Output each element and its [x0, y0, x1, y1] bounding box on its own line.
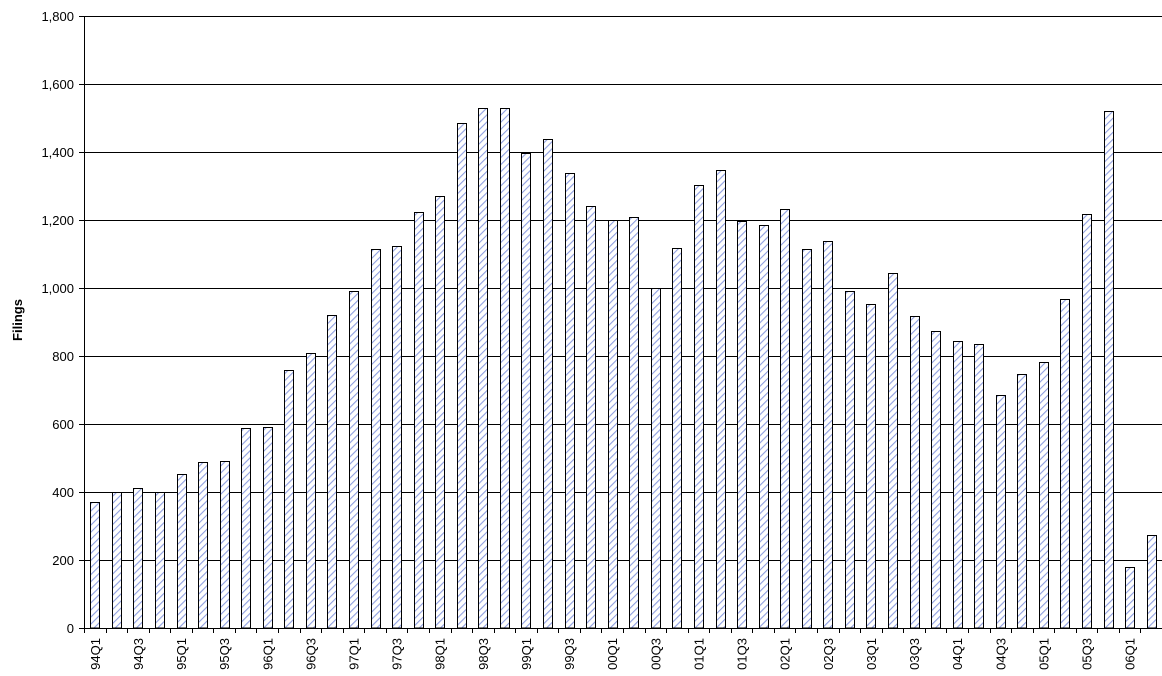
bar [953, 341, 963, 629]
y-tick-label: 1,800 [41, 9, 74, 24]
bar [284, 370, 294, 629]
bar [457, 123, 467, 629]
bar [112, 492, 122, 629]
bar [371, 249, 381, 629]
bar [1017, 374, 1027, 629]
bar [759, 225, 769, 629]
y-tick-label: 1,000 [41, 281, 74, 296]
x-tick-label: 05Q1 [1036, 638, 1051, 670]
bar [716, 170, 726, 629]
x-tick-label: 94Q3 [131, 638, 146, 670]
bar [263, 427, 273, 629]
bar [177, 474, 187, 629]
bar [629, 217, 639, 629]
bar [349, 291, 359, 629]
bar [866, 304, 876, 629]
y-tick-label: 600 [52, 417, 74, 432]
x-tick-label: 04Q1 [950, 638, 965, 670]
x-tick-label: 05Q3 [1080, 638, 1095, 670]
bar [823, 241, 833, 629]
bar [586, 206, 596, 629]
bar [500, 108, 510, 629]
y-tick-labels: 0 200 400 600 800 1,000 1,200 1,400 1,600 1,800 [41, 9, 74, 636]
bar [565, 173, 575, 629]
bar [414, 212, 424, 629]
x-tick-label: 98Q3 [476, 638, 491, 670]
y-tick-label: 400 [52, 485, 74, 500]
bar [327, 315, 337, 629]
x-tick-label: 01Q3 [735, 638, 750, 670]
bar [1147, 535, 1157, 629]
bar [802, 249, 812, 629]
x-tick-label: 94Q1 [88, 638, 103, 670]
bar [543, 139, 553, 629]
y-tick-label: 1,600 [41, 77, 74, 92]
bar [133, 488, 143, 629]
bar [996, 395, 1006, 629]
x-tick-label: 99Q1 [519, 638, 534, 670]
x-tick-label: 96Q3 [303, 638, 318, 670]
bar [435, 196, 445, 629]
x-tick-label: 95Q1 [174, 638, 189, 670]
y-axis-title: Filings [10, 299, 25, 341]
bar [888, 273, 898, 629]
bar [737, 221, 747, 629]
axes [84, 16, 1162, 633]
bar [198, 462, 208, 629]
bar [392, 246, 402, 629]
x-tick-label: 95Q3 [217, 638, 232, 670]
y-tick-label: 800 [52, 349, 74, 364]
bar [478, 108, 488, 629]
x-tick-label: 96Q1 [260, 638, 275, 670]
bar [1104, 111, 1114, 629]
x-tick-label: 03Q1 [864, 638, 879, 670]
x-tick-label: 01Q1 [692, 638, 707, 670]
bar [780, 209, 790, 629]
x-tick-label: 04Q3 [993, 638, 1008, 670]
x-tick-label: 02Q3 [821, 638, 836, 670]
x-tick-label: 98Q1 [433, 638, 448, 670]
bar [155, 492, 165, 629]
x-tick-label: 03Q3 [907, 638, 922, 670]
bar [220, 461, 230, 629]
y-tick-label: 1,400 [41, 145, 74, 160]
bar [1060, 299, 1070, 629]
bar [241, 428, 251, 629]
bar [931, 331, 941, 629]
x-tick-label: 00Q1 [605, 638, 620, 670]
bar [910, 316, 920, 629]
x-tick-labels: 94Q1 94Q3 95Q1 95Q3 96Q1 96Q3 97Q1 97Q3 98Q1 98Q3… [88, 638, 1138, 670]
bar [974, 344, 984, 629]
y-tick-label: 0 [67, 621, 74, 636]
bar [845, 291, 855, 629]
x-tick-label: 06Q1 [1123, 638, 1138, 670]
x-tick-label: 00Q3 [648, 638, 663, 670]
y-tick-label: 1,200 [41, 213, 74, 228]
x-tick-label: 97Q1 [347, 638, 362, 670]
bar [90, 502, 100, 629]
bar [1082, 214, 1092, 629]
bar [651, 288, 661, 629]
bar [694, 185, 704, 629]
bar [672, 248, 682, 629]
bar [608, 220, 618, 629]
x-tick-label: 02Q1 [778, 638, 793, 670]
x-tick-label: 99Q3 [562, 638, 577, 670]
x-tick-label: 97Q3 [390, 638, 405, 670]
bar [306, 353, 316, 629]
bar [1125, 567, 1135, 629]
y-tick-label: 200 [52, 553, 74, 568]
bar [521, 153, 531, 629]
bars [90, 108, 1157, 629]
bar [1039, 362, 1049, 629]
